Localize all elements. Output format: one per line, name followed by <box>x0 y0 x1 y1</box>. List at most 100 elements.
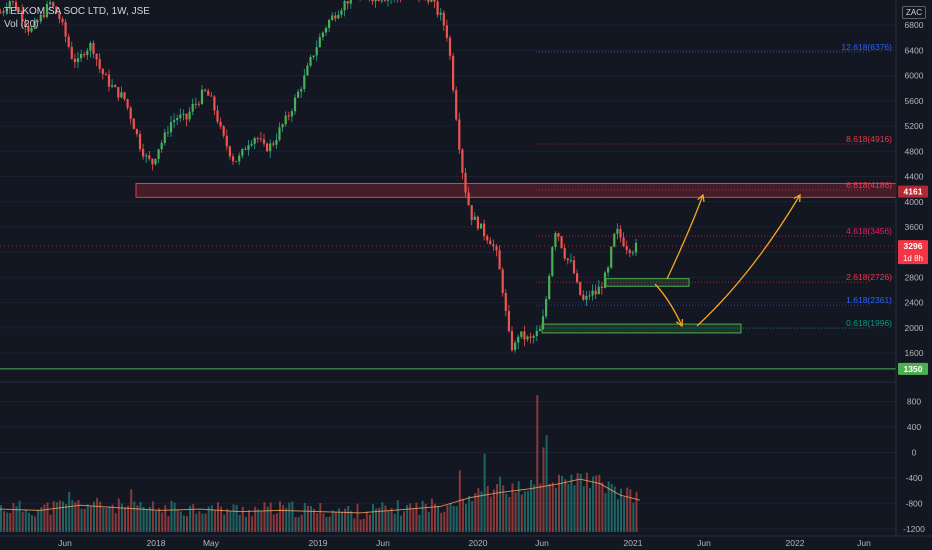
volume-bar <box>530 479 533 532</box>
volume-bar <box>461 498 464 532</box>
volume-bar <box>282 504 285 532</box>
resistance-price-badge-bg <box>898 185 928 198</box>
candle-body <box>207 90 210 96</box>
volume-bar <box>198 511 201 532</box>
candle-body <box>328 20 331 28</box>
candle-body <box>321 32 324 38</box>
candle-body <box>486 236 489 241</box>
candle-body <box>371 0 374 2</box>
volume-bar <box>579 473 582 532</box>
currency-badge[interactable]: ZAC <box>902 6 926 19</box>
candle-body <box>0 12 2 14</box>
candle-body <box>39 14 42 22</box>
candle-body <box>98 59 101 69</box>
volume-bar <box>480 491 483 532</box>
candle-body <box>548 275 551 300</box>
candle-body <box>278 127 281 140</box>
volume-bar <box>161 512 164 532</box>
volume-bar <box>570 474 573 532</box>
candle-body <box>27 26 30 32</box>
price-tick-label: 1600 <box>905 348 924 358</box>
volume-bar <box>455 506 458 532</box>
candle-body <box>129 107 132 119</box>
volume-bar <box>381 502 384 532</box>
volume-bar <box>77 500 80 532</box>
volume-bar <box>393 513 396 532</box>
volume-bar <box>272 514 275 532</box>
volume-bar <box>489 496 492 532</box>
candle-body <box>24 21 27 27</box>
candle-body <box>377 0 380 1</box>
candle-body <box>225 135 228 147</box>
volume-tick-label: -1200 <box>903 524 925 534</box>
volume-bar <box>368 514 371 532</box>
volume-bar <box>613 486 616 532</box>
volume-bar <box>52 501 55 532</box>
volume-bar <box>167 516 170 532</box>
volume-bar <box>58 500 61 532</box>
volume-bar <box>176 509 179 532</box>
volume-indicator-label[interactable]: Vol (20) <box>4 19 39 30</box>
volume-bar <box>111 504 114 532</box>
symbol-title[interactable]: TELKOM SA SOC LTD, 1W, JSE <box>4 6 150 17</box>
volume-bar <box>598 474 601 532</box>
volume-bar <box>523 491 526 532</box>
volume-bar <box>375 508 378 532</box>
volume-bar <box>164 505 167 532</box>
volume-bar <box>372 503 374 532</box>
candle-body <box>104 74 107 76</box>
candle-body <box>281 124 284 128</box>
volume-bar <box>210 505 213 532</box>
candle-body <box>445 25 448 38</box>
volume-bar <box>576 473 579 532</box>
candle-body <box>135 129 138 134</box>
volume-bar <box>427 512 430 532</box>
volume-bar <box>213 510 216 532</box>
candle-body <box>309 56 312 66</box>
candle-body <box>185 113 188 120</box>
candle-body <box>111 85 114 87</box>
candle-body <box>33 20 36 28</box>
volume-bar <box>341 511 343 532</box>
candle-body <box>145 155 148 157</box>
candle-body <box>436 1 439 15</box>
candle-body <box>290 111 293 117</box>
volume-bar <box>192 504 195 532</box>
volume-bar <box>548 483 551 532</box>
price-axis-bg <box>896 0 932 550</box>
volume-bar <box>561 475 564 532</box>
volume-bar <box>6 512 9 532</box>
volume-bar <box>9 513 12 532</box>
volume-bar <box>145 508 148 532</box>
volume-bar <box>601 482 604 532</box>
volume-bar <box>585 472 588 532</box>
candle-body <box>200 89 204 104</box>
volume-bar <box>244 516 247 532</box>
volume-bar <box>285 507 288 532</box>
candle-body <box>18 10 21 12</box>
candle-body <box>70 46 73 59</box>
volume-bar <box>260 511 263 532</box>
candle-body <box>76 58 80 63</box>
candle-body <box>73 58 76 63</box>
candle-body <box>628 249 631 253</box>
volume-bar <box>291 501 294 532</box>
volume-bar <box>430 498 433 532</box>
candle-body <box>492 244 495 247</box>
candle-body <box>235 161 238 163</box>
volume-bar <box>527 491 529 532</box>
time-tick-label: Jun <box>535 538 549 548</box>
candle-body <box>266 143 269 152</box>
candle-body <box>461 149 464 173</box>
volume-bar <box>499 476 502 532</box>
volume-bar <box>217 502 219 532</box>
volume-bar <box>71 500 74 532</box>
volume-bar <box>269 502 272 532</box>
candle-body <box>297 91 300 98</box>
arrow-down-to-lower-box <box>654 283 683 327</box>
candle-body <box>67 36 70 47</box>
volume-bar <box>508 497 511 532</box>
volume-bar <box>505 493 508 532</box>
volume-bar <box>319 503 322 532</box>
